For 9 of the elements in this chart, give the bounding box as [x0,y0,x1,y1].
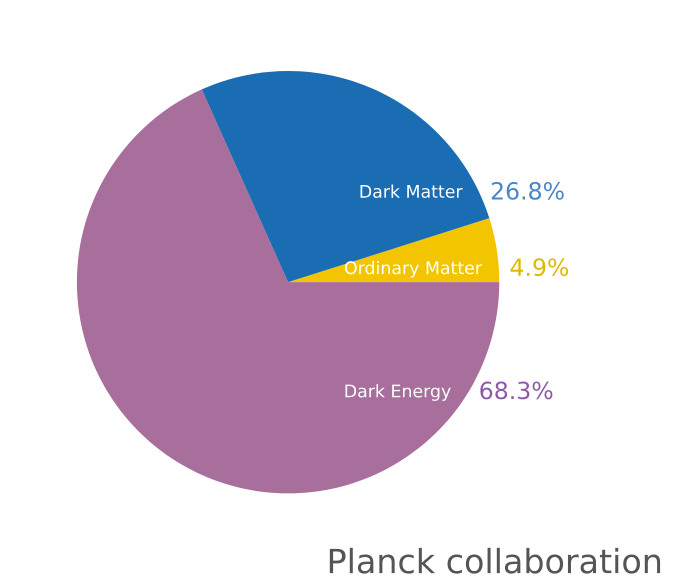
pie-slice [202,70,490,282]
slice-label: Dark Matter [360,184,463,198]
pie-slice [288,218,500,282]
text: Planck collaboration [330,548,660,574]
slice-label: Dark Energy [345,384,451,401]
data-label: 68.3% [480,382,552,400]
data-label: 4.9% [510,258,568,276]
slice-label: Ordinary Matter [344,260,482,278]
data-label: 26.8% [492,182,564,200]
